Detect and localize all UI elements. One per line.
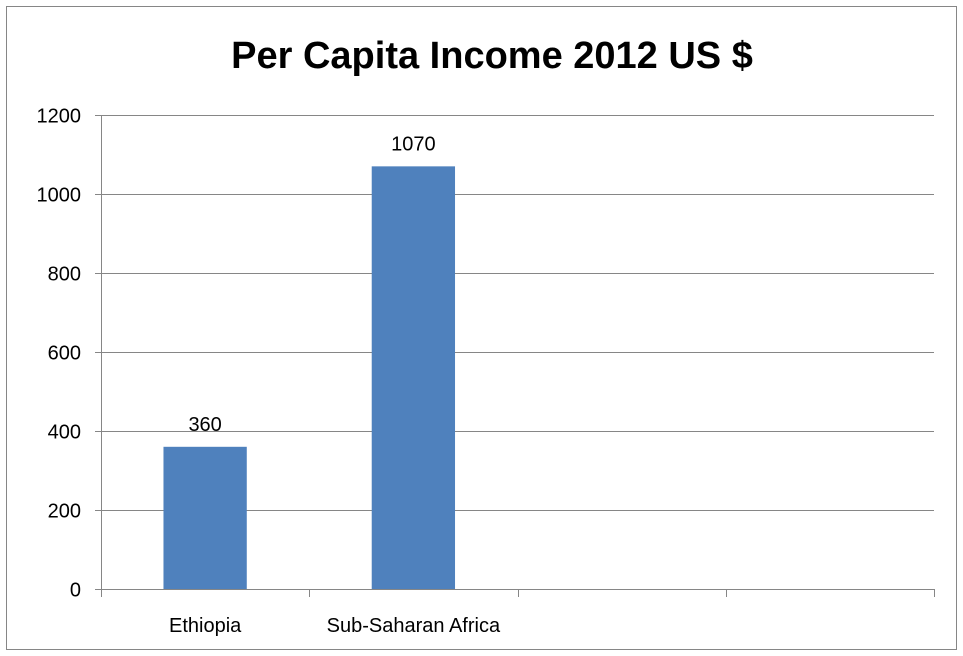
data-label: 360 [188,414,221,436]
y-tick-label: 1200 [37,106,82,128]
chart-title: Per Capita Income 2012 US $ [231,35,753,77]
y-tick-label: 200 [48,501,81,523]
x-category-label: Sub-Saharan Africa [327,615,501,637]
data-label: 1070 [391,133,436,155]
bars [163,166,456,589]
bar [371,166,456,589]
gridlines [101,115,934,511]
y-tick-label: 800 [48,264,81,286]
y-tick-label: 400 [48,422,81,444]
chart-border [6,6,957,650]
labels: 0 200 400 600 800 1000 1200 360 Ethiopia 1070 Sub-… [37,106,501,638]
y-tick-label: 600 [48,343,81,365]
bar [163,446,247,589]
x-category-label: Ethiopia [169,615,242,637]
axes [95,115,935,597]
y-tick-label: 1000 [37,185,82,207]
y-tick-label: 0 [70,580,81,602]
